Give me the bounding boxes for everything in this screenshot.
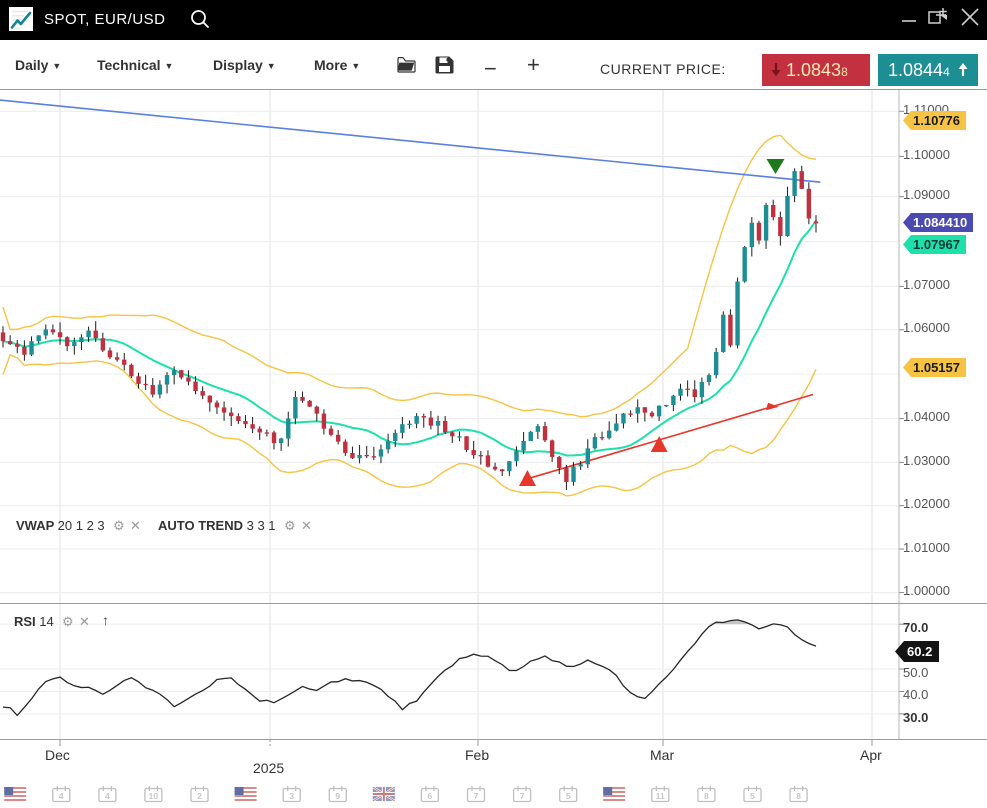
svg-text:2: 2 (197, 791, 202, 801)
svg-text:8: 8 (796, 791, 801, 801)
svg-text:5: 5 (566, 791, 571, 801)
svg-text:4: 4 (105, 791, 110, 801)
svg-text:11: 11 (656, 791, 665, 801)
svg-text:3: 3 (289, 791, 294, 801)
svg-text:5: 5 (750, 791, 755, 801)
svg-text:10: 10 (149, 791, 159, 801)
svg-text:8: 8 (704, 791, 709, 801)
svg-text:4: 4 (59, 791, 64, 801)
svg-text:6: 6 (428, 791, 433, 801)
svg-text:7: 7 (474, 791, 479, 801)
svg-text:7: 7 (520, 791, 525, 801)
svg-text:9: 9 (335, 791, 340, 801)
